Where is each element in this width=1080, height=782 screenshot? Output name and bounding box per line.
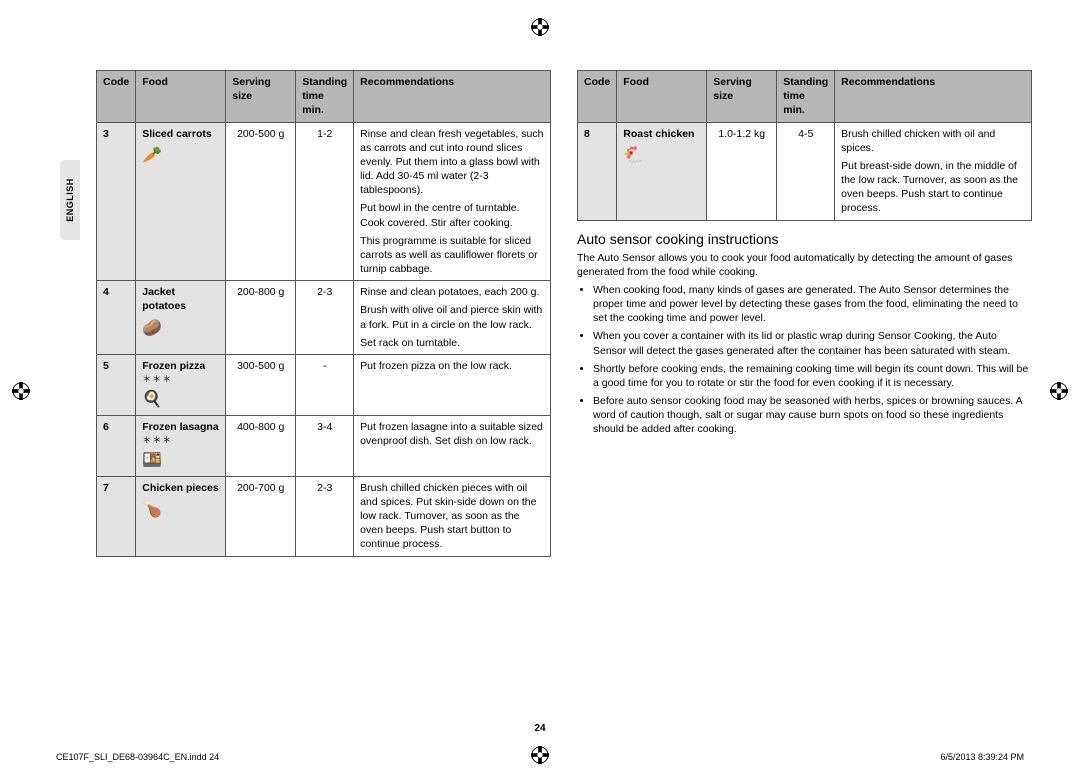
freeze-stars-icon: ＊＊＊ — [142, 434, 219, 446]
cell-time: 1-2 — [296, 122, 354, 281]
recommendation-text: Brush chilled chicken with oil and spice… — [841, 127, 1025, 155]
cell-time: 2-3 — [296, 476, 354, 556]
th-rec: Recommendations — [354, 71, 551, 123]
language-label: ENGLISH — [65, 178, 75, 222]
cell-size: 400-800 g — [226, 415, 296, 476]
cell-code: 5 — [97, 354, 136, 415]
cell-recommendations: Brush chilled chicken with oil and spice… — [835, 122, 1032, 220]
cell-food: Roast chicken🐔 — [617, 122, 707, 220]
table-row: 8Roast chicken🐔1.0-1.2 kg4-5Brush chille… — [578, 122, 1032, 220]
recommendation-text: Put breast-side down, in the middle of t… — [841, 159, 1025, 216]
cell-time: - — [296, 354, 354, 415]
th-time: Standing time min. — [777, 71, 835, 123]
crop-mark-icon — [1050, 382, 1068, 400]
left-column: Code Food Serving size Standing time min… — [96, 70, 551, 557]
bullet-item: Before auto sensor cooking food may be s… — [593, 394, 1032, 437]
food-icon: 🍗 — [142, 499, 219, 521]
recommendation-text: Put bowl in the centre of turntable. Coo… — [360, 201, 544, 229]
th-size: Serving size — [707, 71, 777, 123]
section-title: Auto sensor cooking instructions — [577, 231, 1032, 247]
footer-filename: CE107F_SLI_DE68-03964C_EN.indd 24 — [56, 752, 219, 762]
cell-code: 3 — [97, 122, 136, 281]
crop-mark-icon — [531, 18, 549, 36]
cell-recommendations: Put frozen pizza on the low rack. — [354, 354, 551, 415]
recommendation-text: Put frozen pizza on the low rack. — [360, 359, 544, 373]
cell-size: 200-800 g — [226, 281, 296, 355]
cell-food: Frozen pizza＊＊＊🍳 — [136, 354, 226, 415]
cell-time: 2-3 — [296, 281, 354, 355]
cooking-table-left: Code Food Serving size Standing time min… — [96, 70, 551, 557]
cell-food: Chicken pieces🍗 — [136, 476, 226, 556]
cell-code: 6 — [97, 415, 136, 476]
recommendation-text: Brush chilled chicken pieces with oil an… — [360, 481, 544, 552]
th-time: Standing time min. — [296, 71, 354, 123]
cell-code: 4 — [97, 281, 136, 355]
footer-timestamp: 6/5/2013 8:39:24 PM — [940, 752, 1024, 762]
cell-food: Frozen lasagna＊＊＊🍱 — [136, 415, 226, 476]
table-row: 4Jacket potatoes🥔200-800 g2-3Rinse and c… — [97, 281, 551, 355]
bullet-item: When cooking food, many kinds of gases a… — [593, 283, 1032, 326]
table-row: 5Frozen pizza＊＊＊🍳300-500 g-Put frozen pi… — [97, 354, 551, 415]
bullet-item: Shortly before cooking ends, the remaini… — [593, 362, 1032, 390]
th-code: Code — [578, 71, 617, 123]
recommendation-text: Rinse and clean potatoes, each 200 g. — [360, 285, 544, 299]
recommendation-text: This programme is suitable for sliced ca… — [360, 234, 544, 277]
food-icon: 🍱 — [142, 450, 219, 472]
food-icon: 🥔 — [142, 318, 219, 340]
cell-size: 200-500 g — [226, 122, 296, 281]
language-tab: ENGLISH — [60, 160, 80, 240]
cell-recommendations: Brush chilled chicken pieces with oil an… — [354, 476, 551, 556]
crop-mark-icon — [531, 746, 549, 764]
freeze-stars-icon: ＊＊＊ — [142, 373, 219, 385]
page-content: Code Food Serving size Standing time min… — [0, 0, 1080, 597]
food-icon: 🥕 — [142, 145, 219, 167]
cell-code: 7 — [97, 476, 136, 556]
page-number: 24 — [534, 723, 545, 734]
food-icon: 🍳 — [142, 389, 219, 411]
recommendation-text: Brush with olive oil and pierce skin wit… — [360, 303, 544, 331]
table-row: 7Chicken pieces🍗200-700 g2-3Brush chille… — [97, 476, 551, 556]
cell-food: Jacket potatoes🥔 — [136, 281, 226, 355]
cell-time: 4-5 — [777, 122, 835, 220]
cell-time: 3-4 — [296, 415, 354, 476]
cell-recommendations: Put frozen lasagne into a suitable sized… — [354, 415, 551, 476]
th-code: Code — [97, 71, 136, 123]
recommendation-text: Put frozen lasagne into a suitable sized… — [360, 420, 544, 448]
th-size: Serving size — [226, 71, 296, 123]
cell-code: 8 — [578, 122, 617, 220]
cell-size: 300-500 g — [226, 354, 296, 415]
cell-size: 1.0-1.2 kg — [707, 122, 777, 220]
bullet-item: When you cover a container with its lid … — [593, 329, 1032, 357]
table-row: 6Frozen lasagna＊＊＊🍱400-800 g3-4Put froze… — [97, 415, 551, 476]
th-food: Food — [617, 71, 707, 123]
section-intro: The Auto Sensor allows you to cook your … — [577, 251, 1032, 279]
section-bullets: When cooking food, many kinds of gases a… — [577, 283, 1032, 437]
cell-size: 200-700 g — [226, 476, 296, 556]
cell-recommendations: Rinse and clean potatoes, each 200 g. Bru… — [354, 281, 551, 355]
crop-mark-icon — [12, 382, 30, 400]
recommendation-text: Set rack on turntable. — [360, 336, 544, 350]
table-row: 3Sliced carrots🥕200-500 g1-2Rinse and cl… — [97, 122, 551, 281]
cell-recommendations: Rinse and clean fresh vegetables, such a… — [354, 122, 551, 281]
food-icon: 🐔 — [623, 145, 700, 167]
cooking-table-right: Code Food Serving size Standing time min… — [577, 70, 1032, 221]
th-food: Food — [136, 71, 226, 123]
th-rec: Recommendations — [835, 71, 1032, 123]
right-column: Code Food Serving size Standing time min… — [577, 70, 1032, 557]
cell-food: Sliced carrots🥕 — [136, 122, 226, 281]
recommendation-text: Rinse and clean fresh vegetables, such a… — [360, 127, 544, 198]
